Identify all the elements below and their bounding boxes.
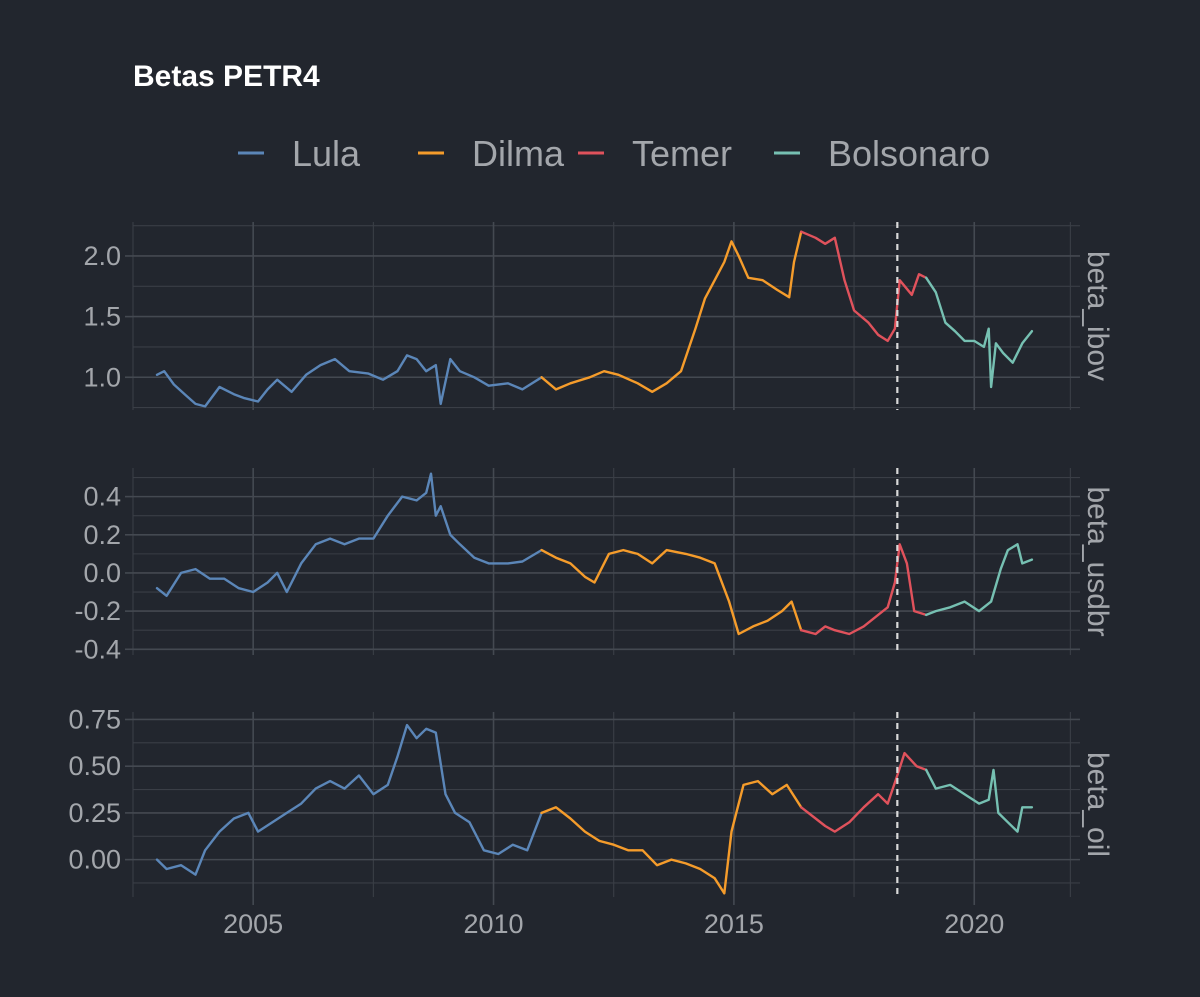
line-beta_oil-temer <box>800 751 928 833</box>
line-beta_usdbr-bolsonaro <box>925 543 1034 617</box>
grid-beta_oil <box>132 712 1080 897</box>
x-axis: 2005 2010 2015 2020 <box>223 897 1004 939</box>
line-beta_oil-bolsonaro <box>925 768 1034 833</box>
legend-label-bolsonaro: Bolsonaro <box>828 133 990 174</box>
line-beta_ibov-bolsonaro <box>925 276 1034 389</box>
panels: 1.0 1.5 2.0 beta_ibov -0.4 -0.2 0.0 0.2 0.4 beta_… <box>68 222 1114 897</box>
y-tick-label: 2.0 <box>83 241 121 271</box>
y-tick-label: 0.00 <box>68 845 121 875</box>
panel-beta_ibov: 1.0 1.5 2.0 beta_ibov <box>83 222 1114 410</box>
strip-label-beta_usdbr: beta_usdbr <box>1081 486 1114 636</box>
strip-label-beta_ibov: beta_ibov <box>1081 251 1114 381</box>
legend-item-lula: Lula <box>238 133 361 174</box>
series-beta_ibov <box>155 230 1034 408</box>
legend: Lula Dilma Temer Bolsonaro <box>238 133 990 174</box>
y-tick-label: 1.5 <box>83 302 121 332</box>
grid-beta_usdbr <box>132 468 1080 655</box>
x-tick-label: 2015 <box>704 909 764 939</box>
y-tick-label: 0.50 <box>68 751 121 781</box>
panel-beta_oil: 0.00 0.25 0.50 0.75 beta_oil <box>68 704 1114 897</box>
x-tick-label: 2005 <box>223 909 283 939</box>
chart-title: Betas PETR4 <box>133 60 320 93</box>
legend-item-temer: Temer <box>578 133 732 174</box>
y-tick-label: 0.25 <box>68 798 121 828</box>
y-tick-label: -0.2 <box>74 596 121 626</box>
y-tick-label: 0.4 <box>83 482 121 512</box>
legend-item-dilma: Dilma <box>418 133 565 174</box>
y-tick-label: 0.0 <box>83 558 121 588</box>
x-tick-label: 2020 <box>944 909 1004 939</box>
series-beta_oil <box>155 723 1034 895</box>
line-beta_usdbr-lula <box>155 472 543 597</box>
y-tick-label: 0.75 <box>68 704 121 734</box>
x-tick-label: 2010 <box>463 909 523 939</box>
line-beta_oil-dilma <box>540 779 803 895</box>
panel-beta_usdbr: -0.4 -0.2 0.0 0.2 0.4 beta_usdbr <box>74 468 1114 664</box>
legend-label-temer: Temer <box>632 133 732 174</box>
legend-label-lula: Lula <box>292 133 361 174</box>
grid-beta_ibov <box>132 222 1080 410</box>
legend-item-bolsonaro: Bolsonaro <box>774 133 990 174</box>
line-beta_ibov-dilma <box>540 230 803 393</box>
line-beta_usdbr-dilma <box>540 548 803 636</box>
y-tick-label: 0.2 <box>83 520 121 550</box>
line-beta_oil-lula <box>155 723 543 876</box>
line-beta_usdbr-temer <box>800 543 928 636</box>
line-beta_ibov-temer <box>800 230 928 343</box>
line-beta_ibov-lula <box>155 354 543 408</box>
y-tick-label: -0.4 <box>74 634 121 664</box>
series-beta_usdbr <box>155 472 1034 636</box>
strip-label-beta_oil: beta_oil <box>1081 752 1114 857</box>
y-tick-label: 1.0 <box>83 362 121 392</box>
legend-label-dilma: Dilma <box>472 133 565 174</box>
